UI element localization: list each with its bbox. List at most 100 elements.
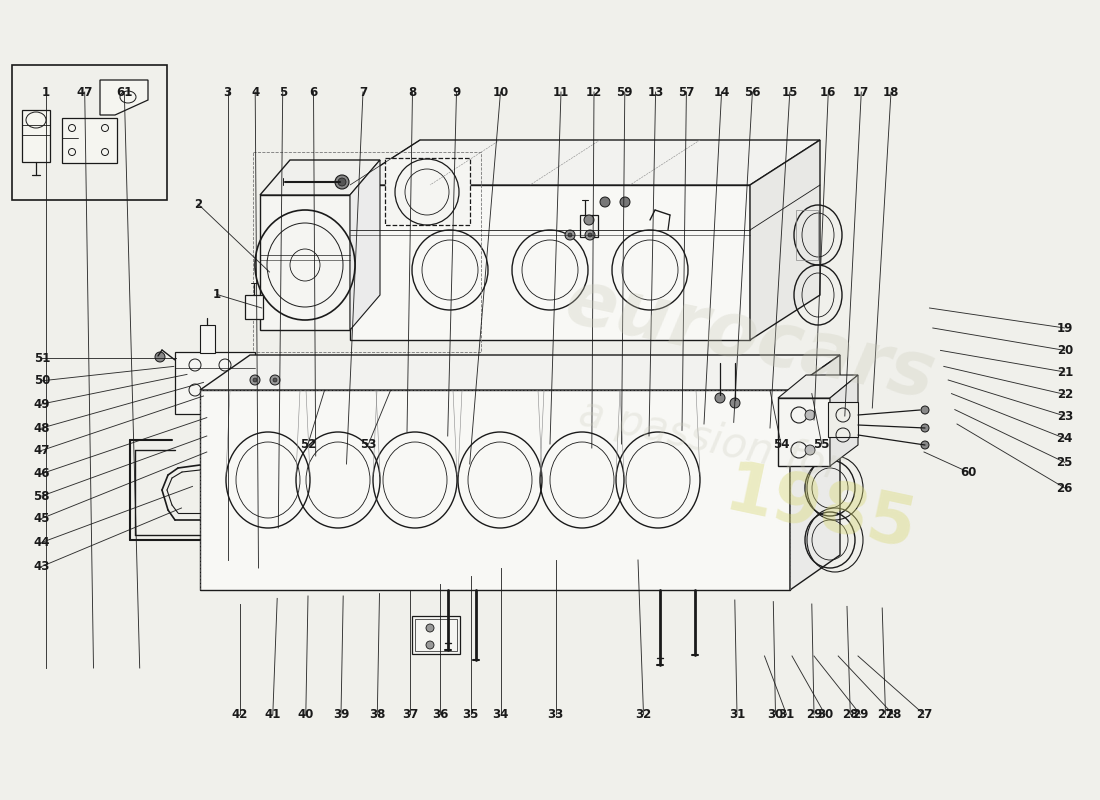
Ellipse shape bbox=[250, 375, 260, 385]
Text: 4: 4 bbox=[251, 86, 260, 98]
Text: 30: 30 bbox=[768, 708, 783, 721]
Text: 16: 16 bbox=[821, 86, 836, 98]
Text: 38: 38 bbox=[370, 708, 385, 721]
Text: 32: 32 bbox=[636, 708, 651, 721]
Bar bbox=[245, 295, 263, 319]
Text: 25: 25 bbox=[1057, 456, 1072, 469]
Text: 53: 53 bbox=[361, 438, 376, 450]
Text: 61: 61 bbox=[117, 86, 132, 98]
Bar bbox=[200, 390, 790, 590]
Ellipse shape bbox=[426, 624, 434, 632]
Text: 26: 26 bbox=[1057, 482, 1072, 494]
Bar bbox=[796, 210, 818, 260]
Text: 6: 6 bbox=[309, 86, 318, 98]
Text: 45: 45 bbox=[33, 512, 51, 525]
Text: 1: 1 bbox=[212, 288, 221, 301]
Text: 49: 49 bbox=[33, 398, 51, 410]
Text: 14: 14 bbox=[714, 86, 729, 98]
Bar bbox=[12, 65, 167, 200]
Text: 47: 47 bbox=[34, 444, 50, 457]
Ellipse shape bbox=[585, 230, 595, 240]
Text: 15: 15 bbox=[782, 86, 797, 98]
Bar bbox=[580, 215, 598, 237]
Ellipse shape bbox=[730, 398, 740, 408]
Bar bbox=[175, 352, 255, 414]
Bar bbox=[828, 402, 858, 437]
Text: 30: 30 bbox=[817, 708, 833, 721]
Ellipse shape bbox=[273, 378, 277, 382]
Text: 17: 17 bbox=[854, 86, 869, 98]
Text: 10: 10 bbox=[493, 86, 508, 98]
Text: 40: 40 bbox=[298, 708, 314, 721]
Ellipse shape bbox=[620, 197, 630, 207]
Text: 5: 5 bbox=[278, 86, 287, 98]
Text: 36: 36 bbox=[432, 708, 448, 721]
Bar bbox=[253, 152, 481, 352]
Text: 19: 19 bbox=[1057, 322, 1072, 334]
Text: 57: 57 bbox=[679, 86, 694, 98]
Text: 33: 33 bbox=[548, 708, 563, 721]
Polygon shape bbox=[385, 158, 470, 225]
Text: eurocars: eurocars bbox=[559, 265, 942, 415]
Text: 60: 60 bbox=[960, 466, 976, 478]
Ellipse shape bbox=[270, 375, 280, 385]
Text: 56: 56 bbox=[745, 86, 761, 98]
Polygon shape bbox=[100, 80, 148, 115]
Ellipse shape bbox=[584, 215, 594, 225]
Text: 29: 29 bbox=[806, 708, 822, 721]
Ellipse shape bbox=[921, 441, 929, 449]
Text: 23: 23 bbox=[1057, 410, 1072, 422]
Text: 24: 24 bbox=[1057, 432, 1072, 445]
Text: 39: 39 bbox=[333, 708, 349, 721]
Text: 28: 28 bbox=[886, 708, 901, 721]
Text: 31: 31 bbox=[779, 708, 794, 721]
Ellipse shape bbox=[921, 406, 929, 414]
Text: 35: 35 bbox=[463, 708, 478, 721]
Text: 8: 8 bbox=[408, 86, 417, 98]
Text: 11: 11 bbox=[553, 86, 569, 98]
Ellipse shape bbox=[568, 233, 572, 237]
Text: 28: 28 bbox=[843, 708, 858, 721]
Text: 47: 47 bbox=[77, 86, 92, 98]
Ellipse shape bbox=[253, 378, 257, 382]
Ellipse shape bbox=[426, 641, 434, 649]
Text: 22: 22 bbox=[1057, 388, 1072, 401]
Text: 37: 37 bbox=[403, 708, 418, 721]
Text: 42: 42 bbox=[232, 708, 248, 721]
Bar bbox=[22, 110, 50, 162]
Text: 1985: 1985 bbox=[718, 457, 922, 563]
Polygon shape bbox=[260, 195, 350, 330]
Polygon shape bbox=[200, 390, 790, 590]
Text: 21: 21 bbox=[1057, 366, 1072, 378]
Text: 7: 7 bbox=[359, 86, 367, 98]
Text: 48: 48 bbox=[33, 422, 51, 434]
Polygon shape bbox=[248, 363, 780, 388]
Polygon shape bbox=[750, 140, 820, 340]
Ellipse shape bbox=[805, 445, 815, 455]
Ellipse shape bbox=[336, 175, 349, 189]
Text: 58: 58 bbox=[33, 490, 51, 502]
Ellipse shape bbox=[565, 230, 575, 240]
Polygon shape bbox=[200, 355, 840, 390]
Ellipse shape bbox=[338, 178, 346, 186]
Text: 55: 55 bbox=[814, 438, 830, 450]
Polygon shape bbox=[350, 140, 820, 185]
Ellipse shape bbox=[600, 197, 610, 207]
Text: 27: 27 bbox=[878, 708, 893, 721]
Text: 54: 54 bbox=[772, 438, 790, 450]
Bar bbox=[415, 619, 456, 651]
Polygon shape bbox=[350, 160, 380, 330]
Text: 50: 50 bbox=[34, 374, 50, 387]
Polygon shape bbox=[350, 185, 750, 340]
Text: 9: 9 bbox=[452, 86, 461, 98]
Text: 59: 59 bbox=[616, 86, 634, 98]
Bar bbox=[412, 616, 460, 654]
Text: 34: 34 bbox=[493, 708, 508, 721]
Ellipse shape bbox=[715, 393, 725, 403]
Text: 20: 20 bbox=[1057, 344, 1072, 357]
Bar bbox=[62, 118, 117, 163]
Text: 46: 46 bbox=[33, 467, 51, 480]
Text: 29: 29 bbox=[852, 708, 868, 721]
Text: 51: 51 bbox=[34, 352, 50, 365]
Text: 13: 13 bbox=[648, 86, 663, 98]
